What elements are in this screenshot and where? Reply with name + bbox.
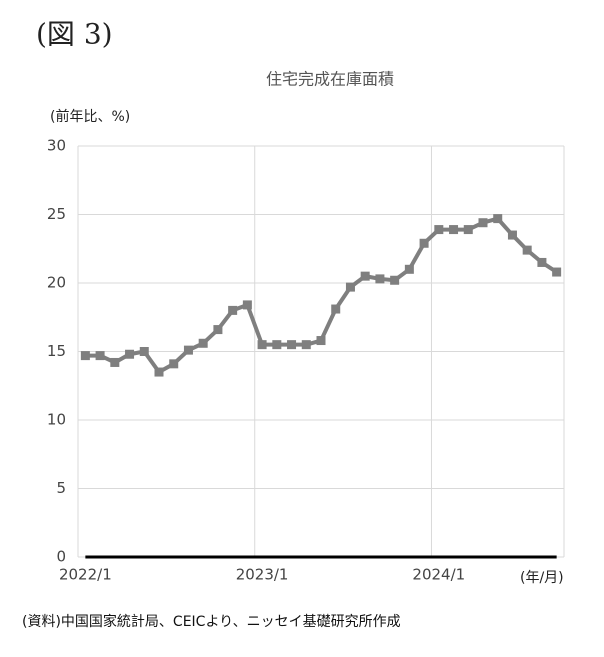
marker [213,325,223,335]
marker [198,338,208,348]
marker [449,225,459,235]
marker [242,300,252,310]
x-axis-label: (年/月) [520,570,564,586]
marker [95,351,105,361]
marker [257,340,267,350]
marker [537,257,547,267]
y-tick-label: 25 [47,205,66,223]
figure-label: (図 3) [36,18,113,51]
marker [419,238,429,248]
y-tick-label: 0 [56,548,66,566]
marker [463,225,473,235]
marker [139,347,149,356]
source-note: (資料)中国国家統計局、CEICより、ニッセイ基礎研究所作成 [22,613,401,630]
marker [434,225,444,235]
marker [272,340,282,350]
marker [552,267,562,277]
marker [522,245,532,255]
marker [125,349,135,359]
marker [287,340,297,350]
y-axis-label: (前年比、%) [50,108,130,125]
marker [493,214,503,224]
marker [110,357,120,367]
marker [183,345,193,355]
marker [301,340,311,350]
chart-title: 住宅完成在庫面積 [266,70,394,89]
marker [478,218,488,228]
marker [390,275,400,285]
marker [507,230,517,240]
marker [404,264,414,274]
x-tick-label: 2024/1 [412,566,465,584]
marker [169,359,179,369]
x-tick-label: 2022/1 [59,566,112,584]
marker [331,304,341,314]
y-tick-label: 20 [47,274,66,292]
marker [154,367,164,377]
x-tick-label: 2023/1 [236,566,289,584]
marker [360,271,370,281]
marker [228,305,238,315]
y-tick-label: 10 [47,411,66,429]
marker [345,282,355,292]
y-tick-label: 30 [47,137,66,155]
y-tick-label: 5 [56,479,66,497]
marker [80,351,90,361]
marker [375,274,385,284]
marker [316,336,326,346]
y-tick-label: 15 [47,342,66,360]
